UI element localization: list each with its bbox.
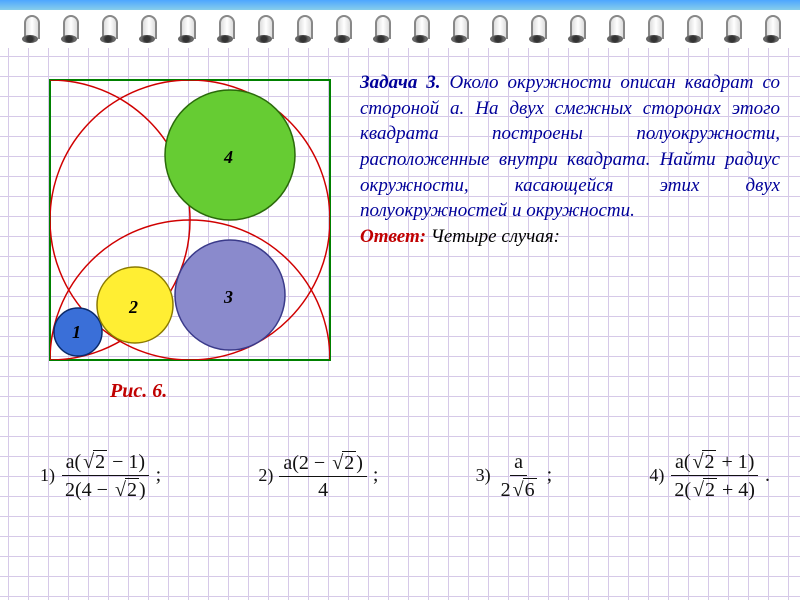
binder-ring <box>564 15 588 43</box>
formula-number: 3) <box>476 465 491 486</box>
answer-rest: Четыре случая: <box>426 226 560 247</box>
figure-caption: Рис. 6. <box>110 380 167 403</box>
binder-ring <box>330 15 354 43</box>
binder-ring <box>603 15 627 43</box>
formula-tail: ; <box>156 464 162 487</box>
formula-item: 3) a26; <box>476 451 553 501</box>
binder-ring <box>720 15 744 43</box>
binder-ring <box>525 15 549 43</box>
binder-ring <box>681 15 705 43</box>
spiral-binding <box>0 10 800 48</box>
formula-item: 1) a(2 − 1)2(4 − 2); <box>40 450 161 501</box>
formula-item: 4) a(2 + 1)2(2 + 4). <box>649 450 770 501</box>
binder-ring <box>252 15 276 43</box>
formula-tail: ; <box>373 464 379 487</box>
formula-fraction: a(2 + 1)2(2 + 4) <box>670 450 759 501</box>
answer-label: Ответ: <box>360 226 426 247</box>
geometry-figure: 1 2 3 4 <box>40 70 340 370</box>
binder-ring <box>96 15 120 43</box>
formula-fraction: a(2 − 2)4 <box>279 451 366 501</box>
formula-item: 2) a(2 − 2)4; <box>258 451 378 501</box>
svg-text:2: 2 <box>128 297 138 317</box>
binder-ring <box>57 15 81 43</box>
binder-ring <box>213 15 237 43</box>
binder-ring <box>759 15 783 43</box>
svg-text:1: 1 <box>72 322 81 342</box>
binder-ring <box>408 15 432 43</box>
formula-number: 4) <box>649 465 664 486</box>
slide-content: 1 2 3 4 Рис. 6. Задача 3. Около окружности … <box>20 70 780 590</box>
binder-ring <box>369 15 393 43</box>
formula-number: 1) <box>40 465 55 486</box>
binder-ring <box>642 15 666 43</box>
problem-text: Задача 3. Около окружности описан квадра… <box>360 70 780 249</box>
binder-ring <box>174 15 198 43</box>
diagram-svg: 1 2 3 4 <box>40 70 340 370</box>
problem-lead: Задача 3. <box>360 72 441 93</box>
binder-ring <box>18 15 42 43</box>
formula-tail: ; <box>547 464 553 487</box>
answer-line: Ответ: Четыре случая: <box>360 224 780 250</box>
formula-tail: . <box>765 464 770 487</box>
svg-text:4: 4 <box>223 147 233 167</box>
binder-ring <box>291 15 315 43</box>
formula-fraction: a(2 − 1)2(4 − 2) <box>61 450 150 501</box>
problem-body: Около окружности описан квадрат со сторо… <box>360 72 780 221</box>
binder-ring <box>447 15 471 43</box>
top-accent-bar <box>0 0 800 10</box>
binder-ring <box>486 15 510 43</box>
formula-number: 2) <box>258 465 273 486</box>
formula-row: 1) a(2 − 1)2(4 − 2); 2) a(2 − 2)4; 3) a26; 4) a… <box>40 450 770 501</box>
formula-fraction: a26 <box>497 451 541 501</box>
binder-ring <box>135 15 159 43</box>
svg-text:3: 3 <box>223 287 233 307</box>
